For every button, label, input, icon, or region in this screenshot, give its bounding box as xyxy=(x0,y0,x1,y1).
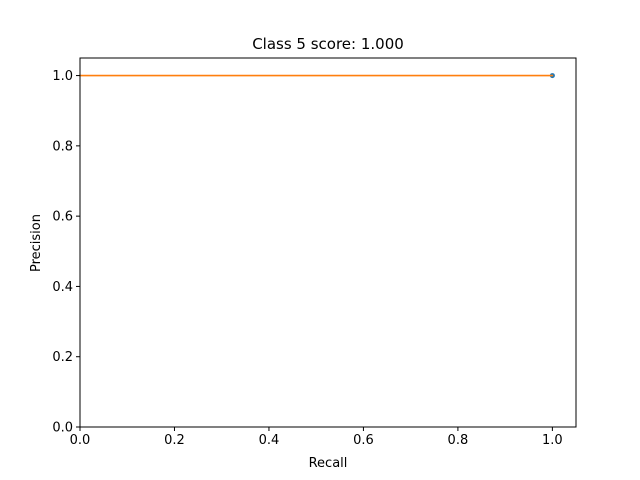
axis-ticks: 0.0 0.2 0.4 0.6 0.8 1.0 0.0 0.2 0.4 0.6 0.8 1.0 xyxy=(52,69,562,448)
x-tick-label: 1.0 xyxy=(542,433,563,448)
y-tick-label: 0.0 xyxy=(52,421,73,436)
chart-title: Class 5 score: 1.000 xyxy=(252,35,404,53)
x-tick-label: 0.8 xyxy=(448,433,469,448)
y-tick-label: 1.0 xyxy=(52,69,73,84)
plot-frame xyxy=(79,57,577,428)
y-tick-label: 0.4 xyxy=(52,280,73,295)
y-tick-label: 0.2 xyxy=(52,350,73,365)
y-axis-label: Precision xyxy=(29,214,44,272)
y-tick-label: 0.8 xyxy=(52,139,73,154)
x-tick-label: 0.4 xyxy=(259,433,280,448)
x-tick-label: 0.2 xyxy=(164,433,185,448)
x-axis-label: Recall xyxy=(309,456,348,471)
x-tick-label: 0.0 xyxy=(70,433,91,448)
y-tick-label: 0.6 xyxy=(52,210,73,225)
plot-area xyxy=(79,57,577,428)
x-tick-label: 0.6 xyxy=(353,433,374,448)
